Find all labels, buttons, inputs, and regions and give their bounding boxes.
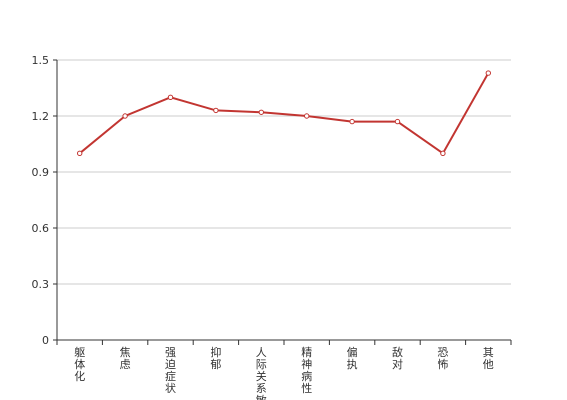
x-tick-label: 敌对 xyxy=(392,345,403,371)
line xyxy=(79,72,490,155)
point xyxy=(349,118,355,125)
y-tick-label: 0.6 xyxy=(32,222,50,235)
x-tick-label: 偏执 xyxy=(347,345,358,371)
point xyxy=(77,150,83,157)
point xyxy=(167,94,174,101)
x-tick-label: 躯体化 xyxy=(74,346,85,383)
x-tick-label: 强迫症状 xyxy=(165,346,176,395)
point xyxy=(258,109,264,115)
y-tick-label: 0 xyxy=(42,334,49,347)
y-tick-label: 1.2 xyxy=(32,110,50,123)
point xyxy=(394,118,401,125)
point xyxy=(122,113,128,119)
y-tick-label: 1.5 xyxy=(32,54,50,67)
y-tick-label: 0.3 xyxy=(32,278,50,291)
point xyxy=(213,107,219,114)
x-tick-label: 其他 xyxy=(483,346,494,371)
point xyxy=(485,70,491,76)
x-tick-label: 焦虑 xyxy=(120,346,131,371)
x-tick-label: 人际关系敏感 xyxy=(256,346,267,400)
x-tick-label: 精神病性 xyxy=(301,346,312,395)
x-tick-label: 恐怖 xyxy=(437,346,448,371)
y-tick-label: 0.9 xyxy=(32,166,50,179)
point xyxy=(304,113,310,119)
point xyxy=(440,150,446,157)
x-tick-label: 抑郁 xyxy=(210,345,221,371)
